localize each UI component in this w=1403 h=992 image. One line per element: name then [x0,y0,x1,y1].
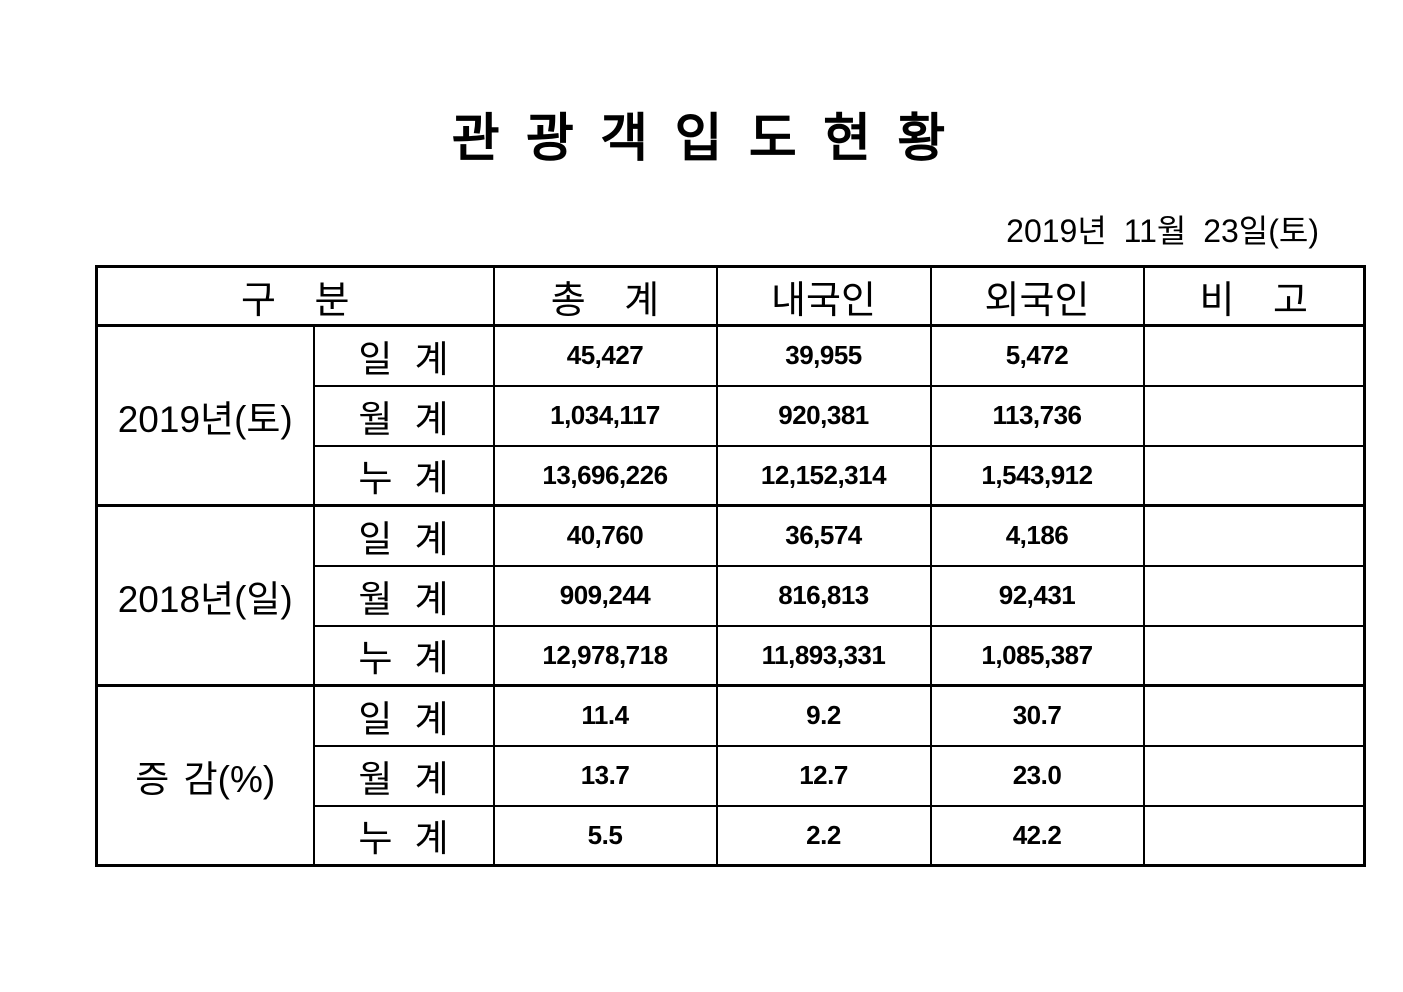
cell-total: 40,760 [492,504,718,567]
cell-note [1142,324,1366,387]
page-title: 관 광 객 입 도 현 황 [451,110,952,168]
cell-foreign: 113,736 [929,384,1145,447]
cell-total: 5.5 [492,804,718,867]
cell-total: 45,427 [492,324,718,387]
cell-note [1142,684,1366,747]
group-label-2018: 2018년(일) [95,504,315,687]
cell-note [1142,384,1366,447]
cell-domestic: 11,893,331 [715,624,932,687]
column-header-note: 비 고 [1142,265,1366,327]
row-label-cumulative: 누 계 [312,624,495,687]
cell-note [1142,624,1366,687]
cell-total: 1,034,117 [492,384,718,447]
cell-total: 13.7 [492,744,718,807]
group-label-2019: 2019년(토) [95,324,315,507]
row-label-daily: 일 계 [312,324,495,387]
table-row: 누 계 13,696,226 12,152,314 1,543,912 [97,444,1366,507]
cell-foreign: 5,472 [929,324,1145,387]
column-header-total: 총 계 [492,265,718,327]
column-header-domestic: 내국인 [715,265,932,327]
table-row: 월 계 13.7 12.7 23.0 [97,744,1366,807]
cell-note [1142,804,1366,867]
row-label-monthly: 월 계 [312,564,495,627]
cell-foreign: 92,431 [929,564,1145,627]
cell-note [1142,504,1366,567]
cell-total: 11.4 [492,684,718,747]
table-row: 누 계 12,978,718 11,893,331 1,085,387 [97,624,1366,687]
cell-total: 909,244 [492,564,718,627]
cell-domestic: 816,813 [715,564,932,627]
row-label-monthly: 월 계 [312,744,495,807]
table-row: 누 계 5.5 2.2 42.2 [97,804,1366,867]
row-label-cumulative: 누 계 [312,804,495,867]
cell-domestic: 9.2 [715,684,932,747]
cell-total: 12,978,718 [492,624,718,687]
tourist-arrival-table: 구 분 총 계 내국인 외국인 비 고 2019년(토) 일 계 45,427 … [95,265,1366,867]
table-row: 월 계 909,244 816,813 92,431 [97,564,1366,627]
cell-domestic: 2.2 [715,804,932,867]
row-label-daily: 일 계 [312,684,495,747]
cell-domestic: 12,152,314 [715,444,932,507]
cell-note [1142,444,1366,507]
group-label-change-percent: 증 감(%) [95,684,315,867]
cell-domestic: 39,955 [715,324,932,387]
table-row: 월 계 1,034,117 920,381 113,736 [97,384,1366,447]
header-row: 구 분 총 계 내국인 외국인 비 고 [95,265,1366,327]
table-row: 2019년(토) 일 계 45,427 39,955 5,472 [95,324,1366,507]
report-date: 2019년 11월 23일(토) [1006,213,1319,249]
cell-domestic: 920,381 [715,384,932,447]
cell-foreign: 4,186 [929,504,1145,567]
cell-foreign: 30.7 [929,684,1145,747]
table-row: 2018년(일) 일 계 40,760 36,574 4,186 [95,504,1366,687]
cell-total: 13,696,226 [492,444,718,507]
table-row: 증 감(%) 일 계 11.4 9.2 30.7 [95,684,1366,867]
cell-note [1142,744,1366,807]
column-header-foreign: 외국인 [929,265,1145,327]
cell-domestic: 12.7 [715,744,932,807]
cell-note [1142,564,1366,627]
column-header-category: 구 분 [95,265,495,327]
cell-foreign: 42.2 [929,804,1145,867]
row-label-cumulative: 누 계 [312,444,495,507]
cell-foreign: 23.0 [929,744,1145,807]
cell-foreign: 1,543,912 [929,444,1145,507]
row-label-daily: 일 계 [312,504,495,567]
cell-domestic: 36,574 [715,504,932,567]
row-label-monthly: 월 계 [312,384,495,447]
cell-foreign: 1,085,387 [929,624,1145,687]
